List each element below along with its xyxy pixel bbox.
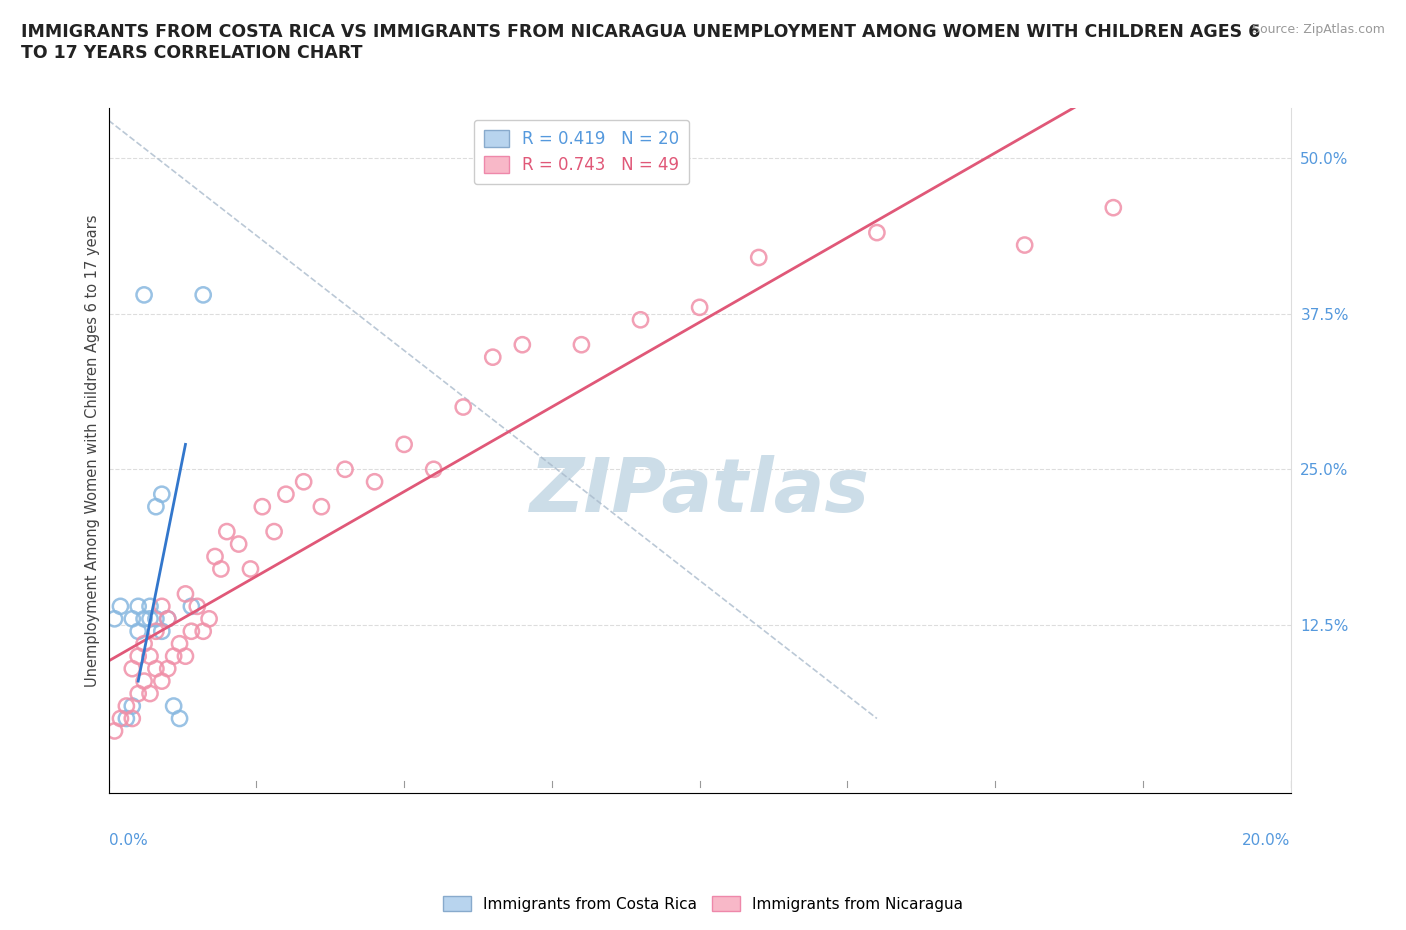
Y-axis label: Unemployment Among Women with Children Ages 6 to 17 years: Unemployment Among Women with Children A…: [86, 215, 100, 687]
Point: [209, 562, 232, 577]
Point: [150, 599, 173, 614]
Point: [110, 599, 132, 614]
Point: [139, 599, 162, 614]
Point: [1014, 237, 1036, 252]
Point: [204, 549, 226, 564]
Point: [145, 611, 167, 626]
Point: [292, 474, 315, 489]
Point: [274, 486, 297, 501]
Point: [193, 624, 215, 639]
Point: [121, 711, 143, 726]
Point: [228, 537, 250, 551]
Point: [169, 711, 191, 726]
Text: ZIPatlas: ZIPatlas: [530, 455, 870, 528]
Point: [333, 462, 356, 477]
Point: [630, 312, 652, 327]
Point: [510, 338, 533, 352]
Point: [145, 661, 167, 676]
Point: [866, 225, 889, 240]
Point: [145, 624, 167, 639]
Text: 20.0%: 20.0%: [1243, 833, 1291, 848]
Point: [163, 698, 186, 713]
Legend: R = 0.419   N = 20, R = 0.743   N = 49: R = 0.419 N = 20, R = 0.743 N = 49: [474, 120, 689, 184]
Point: [132, 673, 155, 688]
Point: [110, 711, 132, 726]
Point: [115, 711, 138, 726]
Point: [163, 649, 186, 664]
Point: [150, 673, 173, 688]
Point: [689, 299, 711, 314]
Point: [127, 624, 149, 639]
Point: [215, 525, 238, 539]
Point: [121, 698, 143, 713]
Point: [252, 499, 274, 514]
Legend: Immigrants from Costa Rica, Immigrants from Nicaragua: Immigrants from Costa Rica, Immigrants f…: [437, 889, 969, 918]
Point: [127, 686, 149, 701]
Point: [115, 698, 138, 713]
Point: [392, 437, 415, 452]
Point: [139, 611, 162, 626]
Point: [174, 649, 197, 664]
Point: [263, 525, 285, 539]
Point: [156, 611, 179, 626]
Point: [139, 686, 162, 701]
Point: [363, 474, 385, 489]
Point: [422, 462, 444, 477]
Text: IMMIGRANTS FROM COSTA RICA VS IMMIGRANTS FROM NICARAGUA UNEMPLOYMENT AMONG WOMEN: IMMIGRANTS FROM COSTA RICA VS IMMIGRANTS…: [21, 23, 1260, 62]
Point: [571, 338, 593, 352]
Point: [186, 599, 208, 614]
Point: [156, 661, 179, 676]
Point: [139, 649, 162, 664]
Point: [239, 562, 262, 577]
Point: [121, 661, 143, 676]
Point: [1102, 200, 1125, 215]
Point: [132, 287, 155, 302]
Point: [198, 611, 221, 626]
Point: [193, 287, 215, 302]
Point: [127, 649, 149, 664]
Point: [169, 636, 191, 651]
Text: 0.0%: 0.0%: [108, 833, 148, 848]
Point: [481, 350, 503, 365]
Point: [103, 611, 125, 626]
Point: [180, 599, 202, 614]
Point: [748, 250, 770, 265]
Point: [311, 499, 333, 514]
Point: [121, 611, 143, 626]
Text: Source: ZipAtlas.com: Source: ZipAtlas.com: [1251, 23, 1385, 36]
Point: [180, 624, 202, 639]
Point: [132, 636, 155, 651]
Point: [150, 486, 173, 501]
Point: [150, 624, 173, 639]
Point: [103, 724, 125, 738]
Point: [132, 611, 155, 626]
Point: [156, 611, 179, 626]
Point: [145, 499, 167, 514]
Point: [127, 599, 149, 614]
Point: [451, 400, 474, 415]
Point: [174, 587, 197, 602]
